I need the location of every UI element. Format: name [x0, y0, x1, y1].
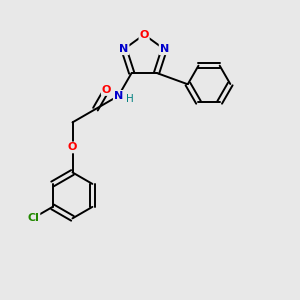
Text: O: O — [68, 142, 77, 152]
Text: O: O — [102, 85, 111, 95]
Text: N: N — [160, 44, 169, 54]
Text: Cl: Cl — [28, 213, 39, 223]
Text: H: H — [126, 94, 134, 104]
Text: N: N — [119, 44, 129, 54]
Text: N: N — [114, 91, 123, 101]
Text: O: O — [140, 30, 149, 40]
